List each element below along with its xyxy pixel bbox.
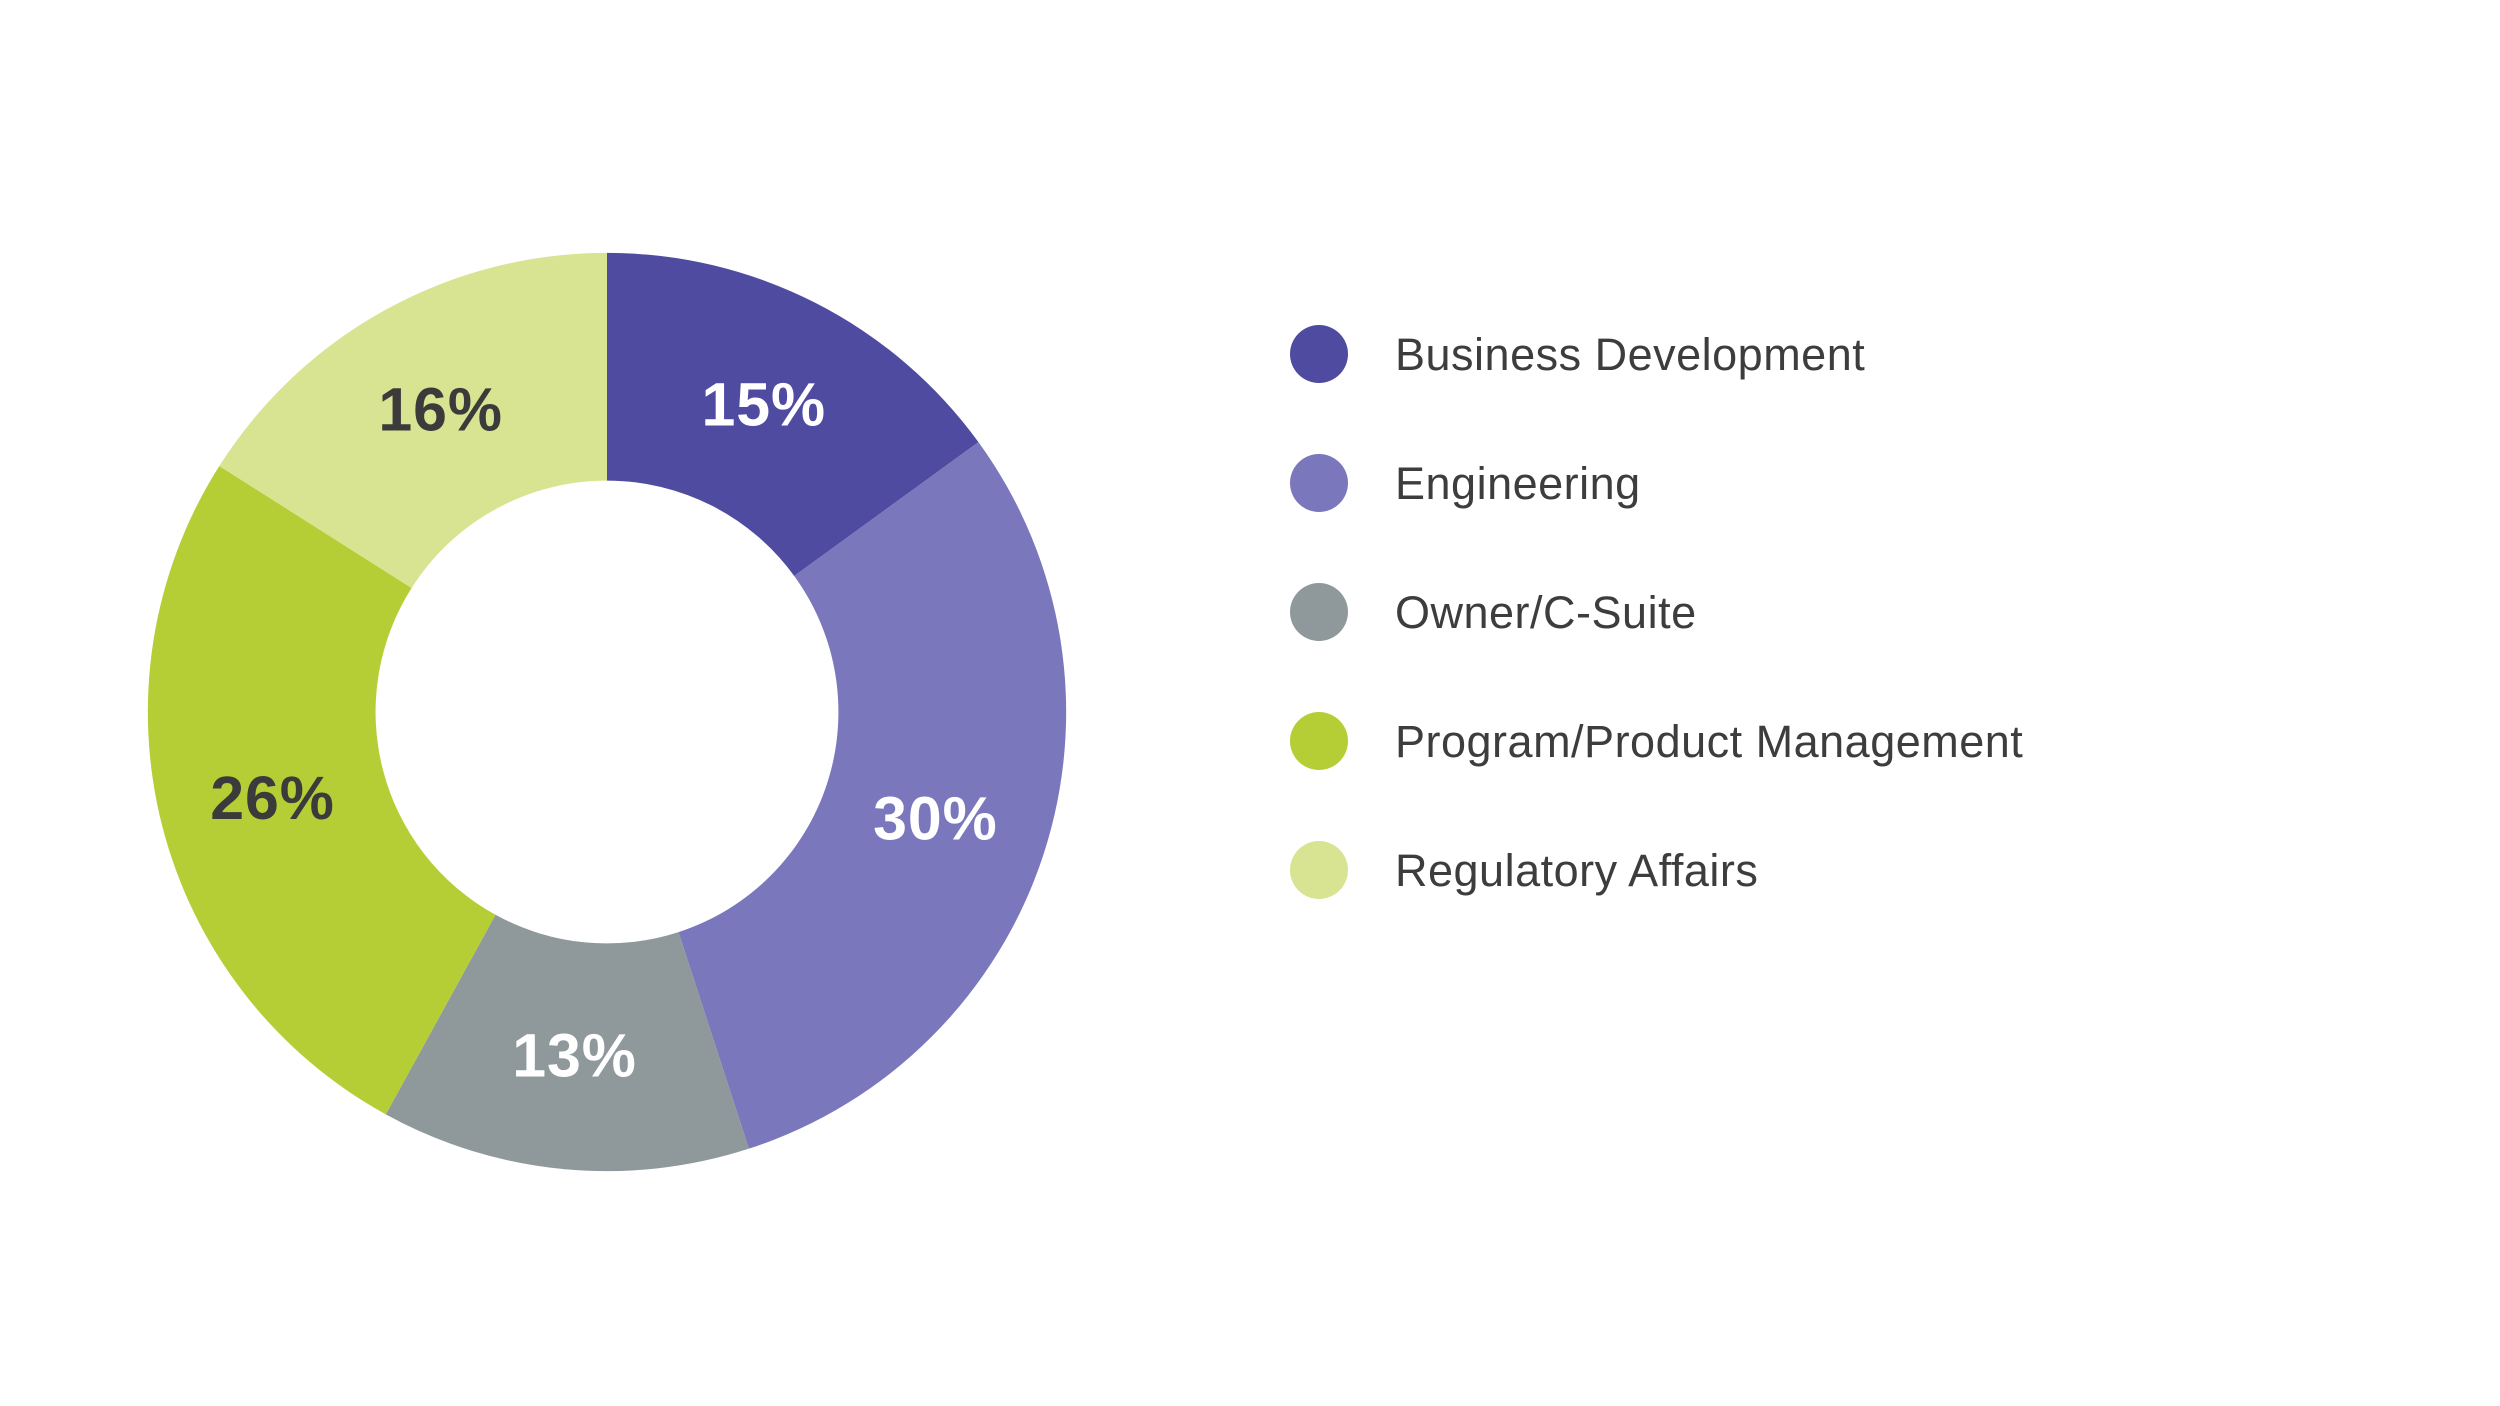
slice-percent-label-2: 30% [873, 785, 998, 853]
legend-label-regulatory-affairs: Regulatory Affairs [1395, 844, 1759, 896]
legend-swatch-regulatory-affairs [1290, 841, 1348, 899]
legend-item-regulatory-affairs: Regulatory Affairs [1290, 841, 2023, 899]
legend-label-program-product-management: Program/Product Management [1395, 715, 2024, 767]
slice-percent-label-1: 15% [701, 370, 826, 438]
legend-swatch-owner-c-suite [1290, 583, 1348, 641]
slice-percent-label-5: 16% [378, 375, 503, 443]
legend-swatch-business-development [1290, 325, 1348, 383]
donut-slice-1 [607, 252, 979, 576]
donut-slice-4 [147, 465, 496, 1115]
donut-slice-5 [219, 252, 607, 589]
donut-chart-area: 15% 30% 13% 26% 16% [146, 251, 1068, 1173]
legend-item-engineering: Engineering [1290, 454, 2023, 512]
slice-percent-label-3: 13% [512, 1022, 637, 1090]
legend-item-owner-c-suite: Owner/C-Suite [1290, 583, 2023, 641]
chart-legend: Business Development Engineering Owner/C… [1290, 325, 2023, 899]
legend-label-owner-c-suite: Owner/C-Suite [1395, 586, 1697, 638]
legend-item-business-development: Business Development [1290, 325, 2023, 383]
donut-chart: 15% 30% 13% 26% 16% [147, 252, 1067, 1172]
legend-swatch-program-product-management [1290, 712, 1348, 770]
slice-percent-label-4: 26% [210, 764, 335, 832]
legend-label-engineering: Engineering [1395, 457, 1641, 509]
donut-slice-3 [385, 914, 749, 1172]
legend-item-program-product-management: Program/Product Management [1290, 712, 2023, 770]
legend-label-business-development: Business Development [1395, 328, 1866, 380]
legend-swatch-engineering [1290, 454, 1348, 512]
donut-slice-2 [678, 442, 1067, 1149]
